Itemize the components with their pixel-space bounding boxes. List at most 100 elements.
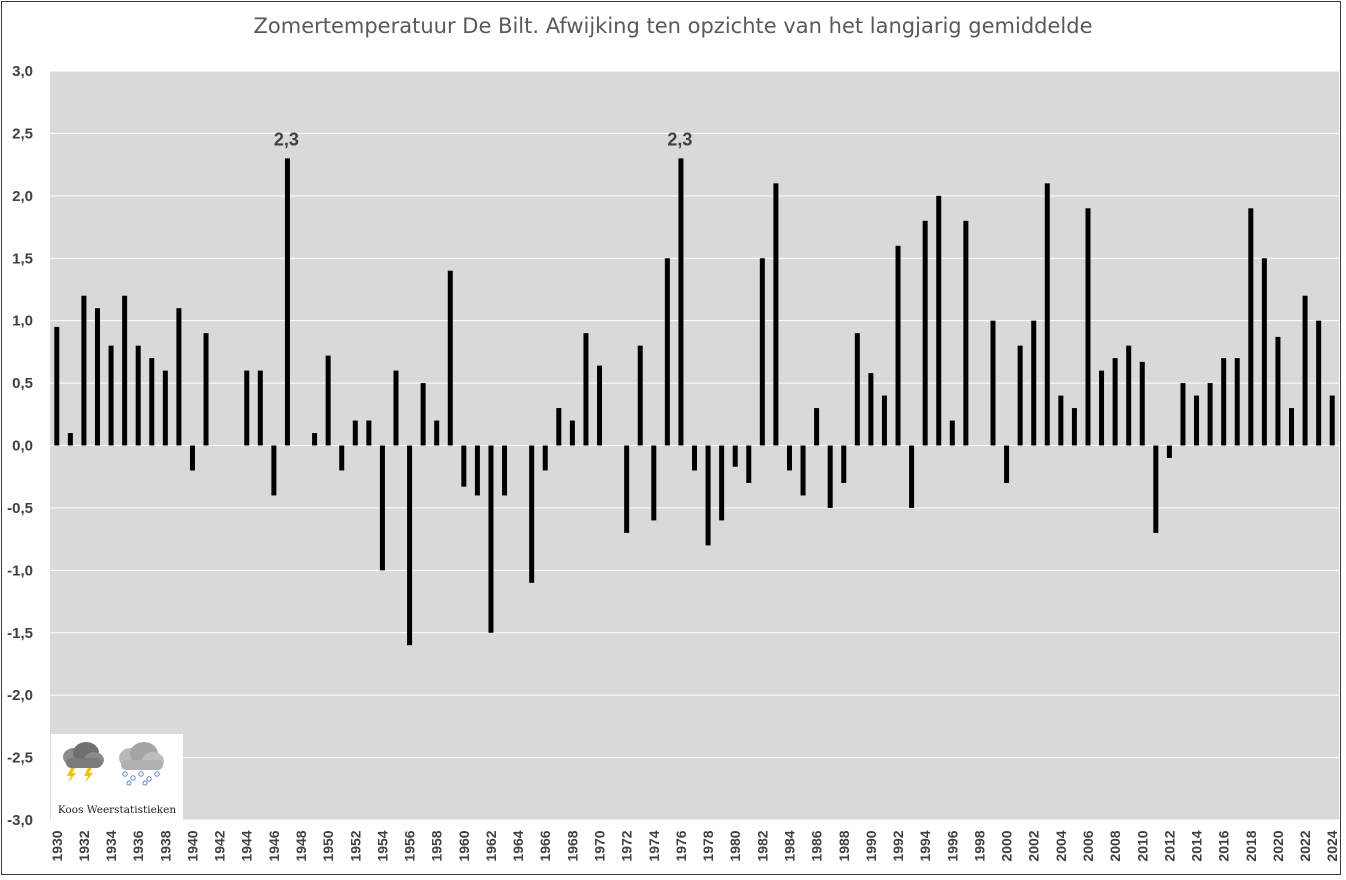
x-tick-label: 1992 xyxy=(890,830,906,861)
x-tick-label: 1936 xyxy=(130,830,146,861)
y-tick-label: 0,0 xyxy=(12,438,33,455)
bar-1974 xyxy=(651,445,657,521)
y-tick-label: -2,0 xyxy=(7,687,33,704)
x-tick-label: 1994 xyxy=(917,830,933,861)
bar-1979 xyxy=(719,445,725,521)
bar-1989 xyxy=(854,333,860,446)
y-tick-label: 1,5 xyxy=(12,250,33,267)
bar-1932 xyxy=(81,295,87,446)
bar-2001 xyxy=(1017,345,1023,446)
y-tick-label: -0,5 xyxy=(7,500,33,517)
bar-2003 xyxy=(1044,183,1050,446)
bar-2009 xyxy=(1126,345,1132,446)
bar-2000 xyxy=(1004,445,1010,483)
y-tick-label: -3,0 xyxy=(7,812,33,829)
bar-2021 xyxy=(1289,408,1295,446)
x-tick-label: 1966 xyxy=(537,830,553,861)
bar-1973 xyxy=(637,345,643,446)
bar-1999 xyxy=(990,320,996,446)
bar-1960 xyxy=(461,445,467,487)
bar-2018 xyxy=(1248,208,1254,446)
x-tick-label: 2016 xyxy=(1216,830,1232,861)
x-tick-label: 2000 xyxy=(999,830,1015,861)
bar-1975 xyxy=(664,258,670,446)
bar-2010 xyxy=(1139,361,1145,446)
x-tick-label: 1958 xyxy=(429,830,445,861)
bar-1934 xyxy=(108,345,114,446)
bar-1997 xyxy=(963,220,969,446)
bar-2008 xyxy=(1112,358,1118,446)
bar-1980 xyxy=(732,445,738,467)
x-tick-label: 1946 xyxy=(266,830,282,861)
x-tick-label: 2008 xyxy=(1107,830,1123,861)
x-tick-label: 1954 xyxy=(374,830,390,861)
bar-2002 xyxy=(1031,320,1037,446)
bar-2012 xyxy=(1166,445,1172,458)
bar-1985 xyxy=(800,445,806,496)
bar-1987 xyxy=(827,445,833,508)
x-tick-label: 1974 xyxy=(646,830,662,861)
y-axis-ticks: 3,0 2,5 2,0 1,5 1,0 0,5 0,0 -0,5 -1,0 -1,5 -2,0 -2,… xyxy=(7,63,33,829)
bar-1939 xyxy=(176,308,182,446)
bar-2013 xyxy=(1180,383,1186,446)
bar-1981 xyxy=(746,445,752,483)
bars xyxy=(54,158,1335,646)
x-tick-label: 1990 xyxy=(863,830,879,861)
bar-1946 xyxy=(271,445,277,496)
bar-1982 xyxy=(759,258,765,446)
bar-1977 xyxy=(692,445,697,471)
bar-1940 xyxy=(189,445,195,471)
bar-2024 xyxy=(1329,395,1335,446)
bar-1953 xyxy=(366,420,372,446)
y-tick-label: 2,5 xyxy=(12,125,33,142)
bar-1954 xyxy=(379,445,385,571)
bar-1938 xyxy=(162,370,168,446)
bar-1945 xyxy=(257,370,263,446)
y-tick-label: -1,0 xyxy=(7,562,33,579)
bar-1972 xyxy=(624,445,630,533)
data-label-1947: 2,3 xyxy=(274,129,299,149)
y-tick-label: 0,5 xyxy=(12,375,33,392)
x-tick-label: 2004 xyxy=(1053,830,1069,861)
bar-2017 xyxy=(1234,358,1240,446)
x-tick-label: 1932 xyxy=(76,830,92,861)
gridlines xyxy=(50,70,1339,821)
x-tick-label: 2024 xyxy=(1324,830,1340,861)
x-tick-label: 2002 xyxy=(1026,830,1042,861)
bar-1965 xyxy=(529,445,535,583)
y-tick-label: 2,0 xyxy=(12,188,33,205)
x-tick-label: 1970 xyxy=(592,830,608,861)
x-tick-label: 1996 xyxy=(944,830,960,861)
bar-1993 xyxy=(909,445,915,508)
x-tick-label: 1956 xyxy=(402,830,418,861)
bar-1952 xyxy=(352,420,358,446)
x-tick-label: 1960 xyxy=(456,830,472,861)
bar-1956 xyxy=(407,445,413,646)
logo-text: Koos Weerstatistieken xyxy=(57,804,177,816)
x-tick-label: 1944 xyxy=(239,830,255,861)
bar-1961 xyxy=(474,445,480,496)
bar-1986 xyxy=(814,408,820,446)
bar-1944 xyxy=(244,370,250,446)
thunderstorm-cloud-icon xyxy=(63,742,104,783)
bar-2023 xyxy=(1316,320,1322,446)
bar-1937 xyxy=(149,358,155,446)
x-tick-label: 1968 xyxy=(564,830,580,861)
y-tick-label: -2,5 xyxy=(7,750,33,767)
x-tick-label: 2018 xyxy=(1243,830,1259,861)
bar-1941 xyxy=(203,333,209,446)
x-tick-label: 1934 xyxy=(103,830,119,861)
bar-1978 xyxy=(705,445,711,546)
bar-2014 xyxy=(1194,395,1200,446)
x-tick-label: 1930 xyxy=(49,830,65,861)
y-tick-label: 1,0 xyxy=(12,313,33,330)
bar-1931 xyxy=(67,433,73,446)
x-tick-label: 2020 xyxy=(1270,830,1286,861)
bar-1969 xyxy=(583,333,589,446)
annotations: 2,3 2,3 xyxy=(274,129,693,149)
bar-1963 xyxy=(502,445,508,496)
snow-cloud-icon xyxy=(119,742,164,786)
bar-1970 xyxy=(597,365,603,446)
y-tick-label: -1,5 xyxy=(7,625,33,642)
